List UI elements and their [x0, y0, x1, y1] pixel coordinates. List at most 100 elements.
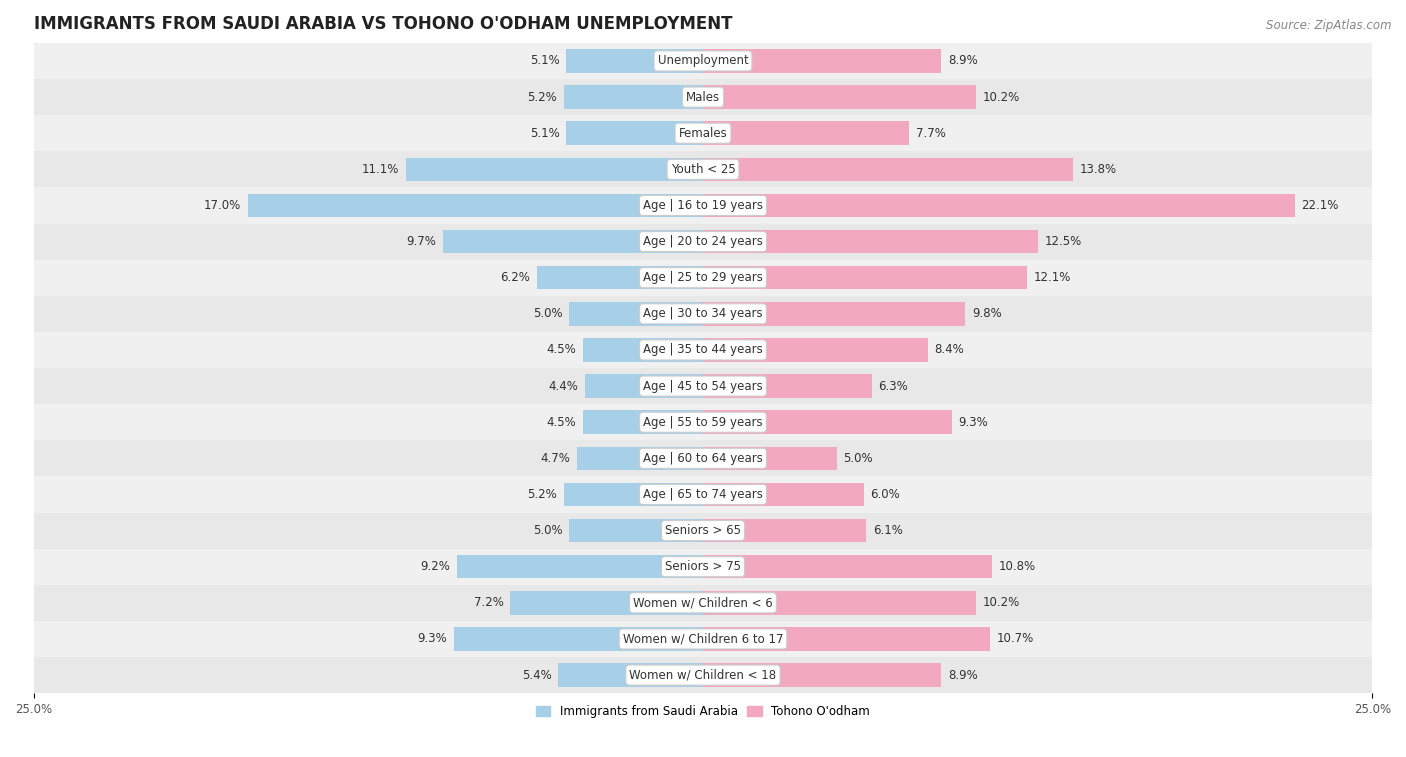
- Text: 9.3%: 9.3%: [959, 416, 988, 428]
- Text: Women w/ Children < 6: Women w/ Children < 6: [633, 597, 773, 609]
- Text: 8.4%: 8.4%: [935, 344, 965, 357]
- Text: 10.8%: 10.8%: [998, 560, 1036, 573]
- Text: 12.5%: 12.5%: [1045, 235, 1081, 248]
- Text: 17.0%: 17.0%: [204, 199, 240, 212]
- Bar: [576, 447, 703, 470]
- Text: 7.2%: 7.2%: [474, 597, 503, 609]
- Text: Age | 35 to 44 years: Age | 35 to 44 years: [643, 344, 763, 357]
- Bar: [703, 86, 976, 109]
- Bar: [703, 628, 990, 651]
- Text: 9.3%: 9.3%: [418, 632, 447, 646]
- Bar: [567, 121, 703, 145]
- Bar: [582, 410, 703, 434]
- Bar: [454, 628, 703, 651]
- Text: Seniors > 75: Seniors > 75: [665, 560, 741, 573]
- Bar: [34, 584, 1372, 621]
- Text: 10.2%: 10.2%: [983, 597, 1021, 609]
- Text: Age | 45 to 54 years: Age | 45 to 54 years: [643, 379, 763, 393]
- Text: Age | 20 to 24 years: Age | 20 to 24 years: [643, 235, 763, 248]
- Text: Age | 25 to 29 years: Age | 25 to 29 years: [643, 271, 763, 284]
- Bar: [34, 332, 1372, 368]
- Bar: [703, 483, 863, 506]
- Bar: [34, 296, 1372, 332]
- Bar: [34, 368, 1372, 404]
- Text: 5.2%: 5.2%: [527, 91, 557, 104]
- Text: Age | 16 to 19 years: Age | 16 to 19 years: [643, 199, 763, 212]
- Bar: [34, 151, 1372, 188]
- Bar: [564, 86, 703, 109]
- Bar: [567, 49, 703, 73]
- Bar: [34, 512, 1372, 549]
- Bar: [703, 302, 966, 326]
- Bar: [34, 657, 1372, 693]
- Bar: [406, 157, 703, 181]
- Bar: [703, 121, 910, 145]
- Text: 10.7%: 10.7%: [997, 632, 1033, 646]
- Text: Women w/ Children < 18: Women w/ Children < 18: [630, 668, 776, 681]
- Text: 5.0%: 5.0%: [533, 307, 562, 320]
- Text: 6.0%: 6.0%: [870, 488, 900, 501]
- Text: 11.1%: 11.1%: [361, 163, 399, 176]
- Text: 4.5%: 4.5%: [546, 416, 576, 428]
- Text: IMMIGRANTS FROM SAUDI ARABIA VS TOHONO O'ODHAM UNEMPLOYMENT: IMMIGRANTS FROM SAUDI ARABIA VS TOHONO O…: [34, 15, 733, 33]
- Bar: [703, 49, 942, 73]
- Text: 9.2%: 9.2%: [420, 560, 450, 573]
- Text: 4.5%: 4.5%: [546, 344, 576, 357]
- Bar: [34, 115, 1372, 151]
- Text: 5.0%: 5.0%: [533, 524, 562, 537]
- Text: 8.9%: 8.9%: [948, 668, 977, 681]
- Text: 6.3%: 6.3%: [879, 379, 908, 393]
- Text: Unemployment: Unemployment: [658, 55, 748, 67]
- Bar: [34, 79, 1372, 115]
- Bar: [34, 260, 1372, 296]
- Legend: Immigrants from Saudi Arabia, Tohono O'odham: Immigrants from Saudi Arabia, Tohono O'o…: [531, 700, 875, 723]
- Bar: [703, 157, 1073, 181]
- Text: Age | 55 to 59 years: Age | 55 to 59 years: [643, 416, 763, 428]
- Text: Age | 60 to 64 years: Age | 60 to 64 years: [643, 452, 763, 465]
- Text: 5.4%: 5.4%: [522, 668, 551, 681]
- Bar: [34, 621, 1372, 657]
- Bar: [34, 404, 1372, 441]
- Bar: [34, 549, 1372, 584]
- Bar: [569, 519, 703, 542]
- Text: Females: Females: [679, 126, 727, 140]
- Bar: [703, 338, 928, 362]
- Bar: [703, 230, 1038, 254]
- Bar: [34, 441, 1372, 476]
- Text: 5.1%: 5.1%: [530, 55, 560, 67]
- Text: 9.7%: 9.7%: [406, 235, 437, 248]
- Bar: [585, 374, 703, 398]
- Bar: [34, 43, 1372, 79]
- Text: Youth < 25: Youth < 25: [671, 163, 735, 176]
- Text: Source: ZipAtlas.com: Source: ZipAtlas.com: [1267, 19, 1392, 32]
- Text: 22.1%: 22.1%: [1302, 199, 1339, 212]
- Text: 7.7%: 7.7%: [915, 126, 946, 140]
- Bar: [703, 266, 1026, 289]
- Bar: [34, 223, 1372, 260]
- Bar: [582, 338, 703, 362]
- Text: Seniors > 65: Seniors > 65: [665, 524, 741, 537]
- Text: 4.7%: 4.7%: [540, 452, 571, 465]
- Bar: [247, 194, 703, 217]
- Text: 13.8%: 13.8%: [1080, 163, 1116, 176]
- Bar: [703, 663, 942, 687]
- Bar: [703, 555, 993, 578]
- Bar: [537, 266, 703, 289]
- Text: Males: Males: [686, 91, 720, 104]
- Bar: [443, 230, 703, 254]
- Text: 6.2%: 6.2%: [501, 271, 530, 284]
- Bar: [703, 194, 1295, 217]
- Bar: [34, 476, 1372, 512]
- Bar: [703, 591, 976, 615]
- Text: 5.0%: 5.0%: [844, 452, 873, 465]
- Bar: [558, 663, 703, 687]
- Bar: [564, 483, 703, 506]
- Text: Women w/ Children 6 to 17: Women w/ Children 6 to 17: [623, 632, 783, 646]
- Text: 8.9%: 8.9%: [948, 55, 977, 67]
- Bar: [703, 447, 837, 470]
- Bar: [703, 410, 952, 434]
- Bar: [510, 591, 703, 615]
- Text: Age | 30 to 34 years: Age | 30 to 34 years: [643, 307, 763, 320]
- Bar: [703, 374, 872, 398]
- Text: Age | 65 to 74 years: Age | 65 to 74 years: [643, 488, 763, 501]
